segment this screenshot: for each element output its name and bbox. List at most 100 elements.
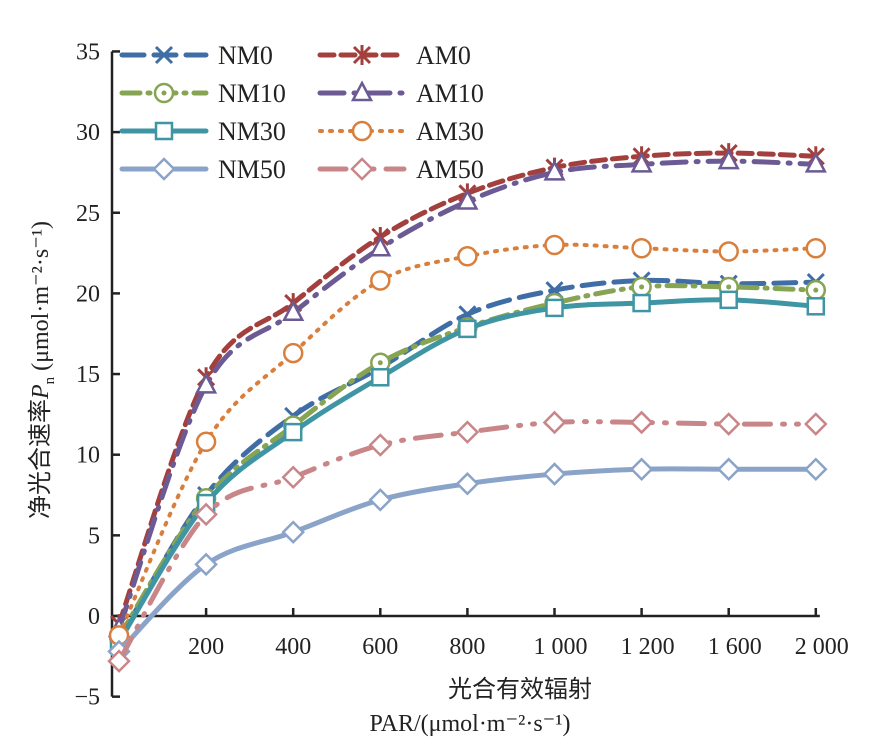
y-axis-label-sub: n [42,376,58,384]
y-tick-label: 0 [88,604,100,630]
y-tick-label: 30 [76,120,100,146]
legend-marker [154,121,174,141]
data-point-am10 [543,159,566,181]
data-point-nm10-dot [813,287,819,293]
series-nm50 [107,457,828,664]
y-tick-label: 25 [76,201,100,227]
data-point-nm30 [458,319,477,339]
data-point-am30 [718,241,739,262]
legend-marker [351,120,373,142]
data-point-am10 [804,151,827,173]
x-tick-label: 400 [275,634,311,660]
data-point-nm30 [545,298,564,318]
legend-item-am30: AM30 [318,117,484,146]
y-tick-label: 10 [76,443,100,469]
legend-marker [352,45,372,65]
data-point-am30 [370,270,391,291]
data-point-am10 [630,151,653,173]
data-point-am10 [195,372,218,394]
data-point-am50 [455,420,480,444]
y-axis-label-text: 净光合速率 [27,399,54,519]
data-point-am30 [544,234,565,256]
x-tick-label: 1 000 [534,634,588,660]
data-point-nm10-dot [639,284,645,290]
data-point-am10 [717,148,740,170]
data-point-nm50 [455,471,480,496]
data-point-nm10-dot [726,284,732,290]
data-point-nm50 [804,457,828,481]
series-am0 [109,143,825,635]
data-point-am10 [456,188,479,210]
data-point-am50 [629,410,654,435]
series-line-am50 [116,419,819,664]
series-group [107,143,828,673]
x-tick-label: 1 200 [621,634,675,660]
data-point-nm30 [632,293,651,313]
legend-label: AM30 [416,117,484,146]
legend-item-nm50: NM50 [119,155,286,184]
legend-marker-dot [161,90,167,96]
y-axis-label: 净光合速率Pn (μmol·m⁻²·s⁻¹) [27,221,58,519]
legend-marker [154,45,174,65]
data-point-am10 [369,235,392,257]
x-tick-label: 200 [188,634,224,660]
data-point-nm30 [371,368,390,387]
data-point-am30 [195,431,217,453]
data-point-nm50 [194,552,218,577]
legend-item-nm10: NM10 [119,79,286,108]
y-tick-label: 15 [76,362,100,388]
legend-item-nm0: NM0 [119,41,273,70]
data-point-nm30 [283,422,303,442]
legend-marker [350,80,374,102]
x-tick-label: 1 600 [708,634,762,660]
legend-label: AM50 [416,155,484,184]
data-point-nm50 [281,520,305,544]
data-point-am30 [805,237,827,259]
x-tick-label: 600 [362,634,398,660]
series-am50 [107,410,828,673]
legend-item-nm30: NM30 [119,117,286,146]
x-axis-label: 光合有效辐射 [448,676,592,703]
data-point-am50 [281,465,305,490]
data-point-nm50 [542,462,567,486]
x-tick-label: 2 000 [795,634,849,660]
data-point-nm50 [716,457,741,481]
legend-item-am0: AM0 [317,41,471,70]
y-tick-label: 35 [76,39,100,65]
y-tick-label: −5 [74,685,100,711]
legend-label: NM50 [218,155,286,184]
series-line-am10 [116,158,819,632]
data-point-nm50 [368,488,393,512]
x-axis-label-unit: PAR/(μmol·m⁻²·s⁻¹) [369,711,570,737]
y-tick-label: 20 [76,281,100,307]
data-point-nm30 [806,297,826,316]
series-am30 [108,234,827,646]
legend-marker [152,157,176,181]
legend-marker [350,157,374,181]
legend-label: AM10 [416,79,484,108]
data-point-am50 [804,412,828,436]
data-point-am30 [282,342,304,364]
legend-label: AM0 [416,41,471,70]
data-point-am50 [368,433,393,457]
x-tick-label: 800 [449,634,485,660]
data-point-nm50 [629,457,654,481]
y-tick-label: 5 [88,523,100,549]
legend-item-am50: AM50 [317,155,484,184]
legend-label: NM0 [218,41,273,70]
legend-label: NM30 [218,117,286,146]
series-am10 [107,148,827,638]
y-axis-label-var: P [28,384,54,400]
series-line-nm10 [116,283,819,640]
data-point-am10 [282,300,305,322]
data-point-am30 [631,237,652,259]
data-point-nm30 [719,290,738,310]
y-axis-label-unit: (μmol·m⁻²·s⁻¹) [28,221,54,377]
data-point-am50 [194,502,218,527]
data-point-am50 [716,412,741,436]
legend-label: NM10 [218,79,286,108]
series-line-nm50 [116,466,819,654]
data-point-am30 [457,246,478,267]
data-point-am50 [107,649,131,673]
